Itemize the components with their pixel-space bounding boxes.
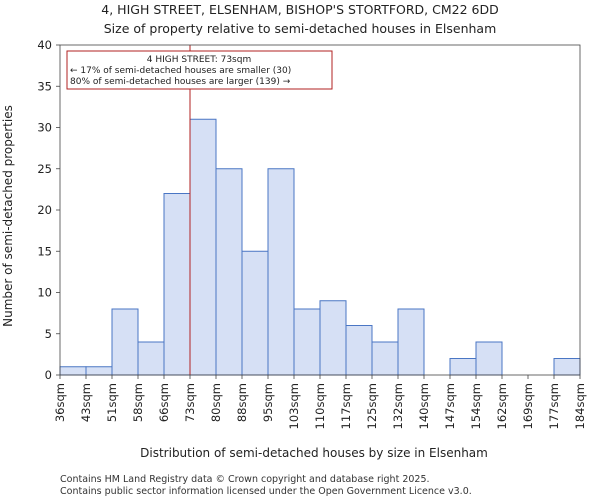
annotation-line-smaller: ← 17% of semi-detached houses are smalle… (70, 66, 291, 76)
x-tick-label: 162sqm (495, 383, 509, 429)
x-tick-label: 73sqm (183, 383, 197, 422)
y-tick-label: 25 (37, 162, 52, 176)
bars-layer (59, 118, 581, 376)
x-tick-label: 51sqm (105, 383, 119, 422)
y-tick-label: 40 (37, 38, 52, 52)
y-tick-label: 10 (37, 286, 52, 300)
x-tick-label: 43sqm (79, 383, 93, 422)
bar-36sqm (59, 366, 87, 376)
y-tick-label: 20 (37, 203, 52, 217)
footer-copyright: Contains HM Land Registry data © Crown c… (60, 474, 430, 485)
y-tick-label: 5 (45, 327, 52, 341)
bar-177sqm (553, 358, 581, 376)
chart-subtitle: Size of property relative to semi-detach… (104, 21, 497, 36)
x-tick-label: 95sqm (261, 383, 275, 422)
x-tick-label: 66sqm (157, 383, 171, 422)
x-tick-label: 147sqm (443, 383, 457, 429)
x-tick-label: 80sqm (209, 383, 223, 422)
x-tick-label: 140sqm (417, 383, 431, 429)
bar-58sqm (137, 341, 165, 376)
y-tick-label: 35 (37, 79, 52, 93)
x-axis-label: Distribution of semi-detached houses by … (140, 446, 488, 460)
annotation-line-property: 4 HIGH STREET: 73sqm (147, 55, 251, 65)
x-tick-label: 36sqm (53, 383, 67, 422)
bar-80sqm (215, 168, 243, 376)
y-tick-label: 30 (37, 121, 52, 135)
x-tick-label: 88sqm (235, 383, 249, 422)
annotation-box (66, 50, 333, 90)
bar-110sqm (319, 300, 347, 376)
x-tick-label: 177sqm (547, 383, 561, 429)
x-tick-label: 169sqm (521, 383, 535, 429)
bar-103sqm (293, 308, 321, 376)
bar-73sqm (189, 118, 217, 376)
bar-66sqm (163, 193, 191, 376)
bar-154sqm (475, 341, 503, 376)
x-tick-label: 132sqm (391, 383, 405, 429)
y-tick-label: 15 (37, 244, 52, 258)
x-tick-label: 110sqm (313, 383, 327, 429)
bar-43sqm (85, 366, 113, 376)
bar-95sqm (267, 168, 295, 376)
bar-88sqm (241, 250, 269, 376)
x-tick-label: 125sqm (365, 383, 379, 429)
x-tick-label: 154sqm (469, 383, 483, 429)
x-tick-label: 184sqm (573, 383, 587, 429)
x-tick-label: 58sqm (131, 383, 145, 422)
bar-132sqm (397, 308, 425, 376)
bar-125sqm (371, 341, 399, 376)
bar-147sqm (449, 358, 477, 376)
chart-title: 4, HIGH STREET, ELSENHAM, BISHOP'S STORT… (101, 2, 498, 17)
x-axis-ticks: 36sqm 43sqm 51sqm 58sqm 66sqm 73sqm 80sqm 88sqm… (53, 375, 587, 429)
annotation-line-larger: 80% of semi-detached houses are larger (… (70, 77, 291, 87)
x-tick-label: 117sqm (339, 383, 353, 429)
bar-117sqm (345, 325, 373, 376)
bar-51sqm (111, 308, 139, 376)
y-axis-label: Number of semi-detached properties (1, 105, 15, 327)
y-tick-label: 0 (45, 368, 52, 382)
marker-annotation: 4 HIGH STREET: 73sqm ← 17% of semi-detac… (66, 50, 333, 90)
footer-licence: Contains public sector information licen… (60, 486, 472, 497)
y-axis-ticks: 0 5 10 15 20 25 30 35 40 (37, 38, 60, 382)
x-tick-label: 103sqm (287, 383, 301, 429)
